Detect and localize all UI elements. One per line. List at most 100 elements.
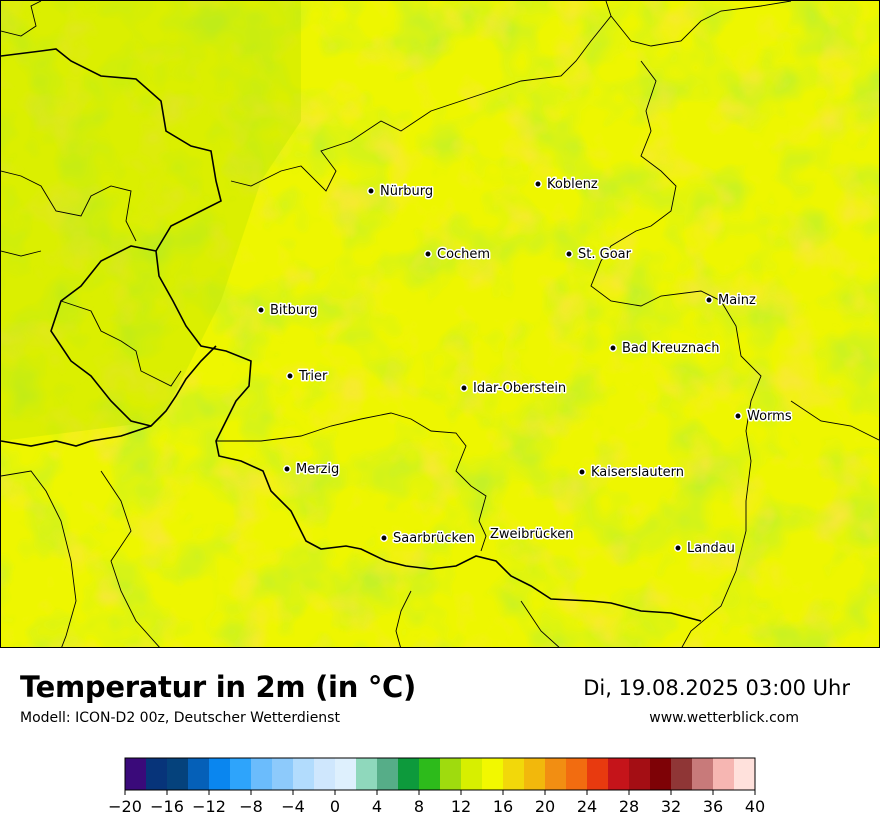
- city-marker-landau: Landau: [674, 540, 736, 558]
- city-dot: [534, 180, 542, 188]
- state-border-saar: [216, 412, 487, 552]
- city-dot: [578, 468, 586, 476]
- city-marker-nürburg: Nürburg: [367, 183, 435, 201]
- city-marker-trier: Trier: [286, 368, 329, 386]
- city-label: Worms: [747, 409, 792, 424]
- city-label: Mainz: [718, 293, 756, 308]
- city-label: Bitburg: [270, 303, 318, 318]
- city-markers: Nürburg Koblenz Cochem St. Goar Mainz Bitburg…: [257, 176, 793, 558]
- city-marker-bad-kreuznach: Bad Kreuznach: [609, 340, 721, 358]
- borders: [1, 1, 879, 647]
- legend-swatch: [440, 758, 462, 790]
- city-dot: [367, 187, 375, 195]
- legend-tick-label: 40: [745, 797, 765, 816]
- legend-tick-label: −16: [150, 797, 184, 816]
- legend-swatch: [272, 758, 294, 790]
- legend-tick-label: −12: [192, 797, 226, 816]
- legend-tick-label: 8: [414, 797, 424, 816]
- legend-swatch: [503, 758, 525, 790]
- temperature-field-warm-patches: [1, 1, 879, 647]
- legend-swatch: [524, 758, 546, 790]
- city-dot: [283, 465, 291, 473]
- city-dot: [705, 296, 713, 304]
- legend-tick-label: 28: [619, 797, 639, 816]
- city-marker-mainz: Mainz: [705, 292, 758, 310]
- city-label: Bad Kreuznach: [622, 341, 720, 356]
- legend-tick-label: 24: [577, 797, 597, 816]
- legend-swatch: [377, 758, 399, 790]
- legend-swatch: [566, 758, 588, 790]
- city-marker-idar-oberstein: Idar-Oberstein: [460, 380, 568, 398]
- legend-swatch: [314, 758, 336, 790]
- legend-swatch: [587, 758, 609, 790]
- legend-swatch: [188, 758, 210, 790]
- legend-tick-label: 16: [493, 797, 513, 816]
- legend-swatch: [713, 758, 735, 790]
- national-border: [1, 48, 702, 622]
- legend-swatch: [461, 758, 483, 790]
- cooler-west-region: [1, 1, 301, 441]
- legend-swatch: [629, 758, 651, 790]
- legend-swatch: [356, 758, 378, 790]
- city-label: Koblenz: [547, 177, 598, 192]
- state-border-ne: [1, 250, 879, 441]
- legend-tick-label: 20: [535, 797, 555, 816]
- forecast-datetime: Di, 19.08.2025 03:00 Uhr: [583, 676, 850, 700]
- legend-swatch: [545, 758, 567, 790]
- legend-swatch: [482, 758, 504, 790]
- legend-tick-label: −8: [239, 797, 263, 816]
- city-marker-st-goar: St. Goar: [565, 246, 633, 264]
- city-dot: [286, 372, 294, 380]
- city-dot: [257, 306, 265, 314]
- legend-tick-label: 36: [703, 797, 723, 816]
- map-title: Temperatur in 2m (in °C): [20, 670, 416, 704]
- city-marker-zweibrücken: Zweibrücken: [489, 526, 575, 544]
- legend-swatch: [230, 758, 252, 790]
- city-dot: [565, 250, 573, 258]
- city-label: Landau: [687, 541, 735, 556]
- legend-tick-label: −20: [108, 797, 142, 816]
- legend-tick-label: 32: [661, 797, 681, 816]
- legend-tick-label: −4: [281, 797, 305, 816]
- legend-swatch: [293, 758, 315, 790]
- city-marker-bitburg: Bitburg: [257, 302, 319, 320]
- city-label: St. Goar: [578, 247, 632, 262]
- city-marker-kaiserslautern: Kaiserslautern: [578, 464, 686, 482]
- city-label: Kaiserslautern: [591, 465, 684, 480]
- city-dot: [609, 344, 617, 352]
- legend-swatch: [650, 758, 672, 790]
- legend-swatch: [251, 758, 273, 790]
- state-border-north: [230, 1, 612, 192]
- legend-swatch: [335, 758, 357, 790]
- city-marker-koblenz: Koblenz: [534, 176, 599, 194]
- legend-swatch: [419, 758, 441, 790]
- city-label: Merzig: [296, 462, 339, 477]
- lux-inner-border: [50, 245, 157, 427]
- legend-tick-label: 0: [330, 797, 340, 816]
- legend-frame: [124, 757, 756, 791]
- city-dot: [734, 412, 742, 420]
- legend-swatch: [146, 758, 168, 790]
- city-dot: [674, 544, 682, 552]
- city-label: Cochem: [437, 247, 490, 262]
- temperature-map: Nürburg Koblenz Cochem St. Goar Mainz Bitburg…: [0, 0, 880, 648]
- legend-swatch: [398, 758, 420, 790]
- legend-swatch: [167, 758, 189, 790]
- city-marker-cochem: Cochem: [424, 246, 492, 264]
- legend-swatch: [734, 758, 756, 790]
- city-dot: [380, 534, 388, 542]
- city-label: Zweibrücken: [490, 527, 573, 542]
- legend-swatch: [608, 758, 630, 790]
- state-border-south: [1, 1, 560, 647]
- city-dot: [460, 384, 468, 392]
- city-label: Saarbrücken: [393, 531, 475, 546]
- city-label: Trier: [298, 369, 328, 384]
- model-source: Modell: ICON-D2 00z, Deutscher Wetterdie…: [20, 710, 340, 726]
- website-link[interactable]: www.wetterblick.com: [649, 710, 799, 726]
- city-marker-saarbrücken: Saarbrücken: [380, 530, 476, 548]
- state-border-east: [590, 1, 792, 647]
- legend-swatch: [125, 758, 147, 790]
- city-marker-merzig: Merzig: [283, 461, 341, 479]
- state-border-west: [1, 170, 182, 387]
- legend-swatch: [671, 758, 693, 790]
